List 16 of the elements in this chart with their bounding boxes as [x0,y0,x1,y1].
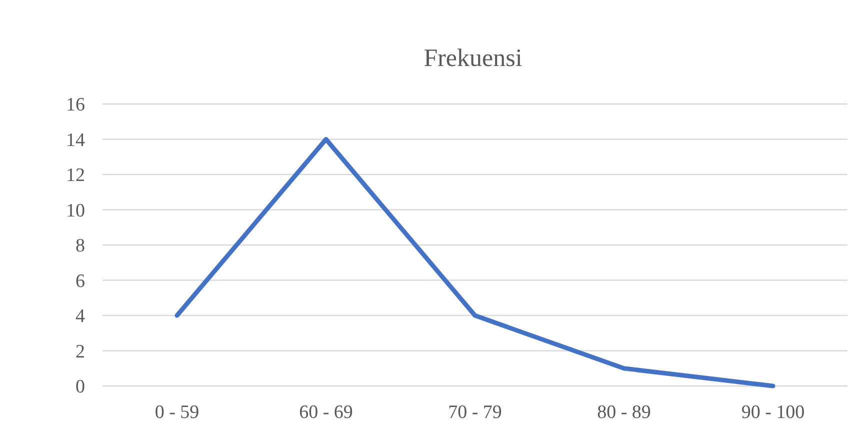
x-tick-label: 70 - 79 [448,402,502,423]
chart-title: Frekuensi [424,45,522,72]
y-tick-label: 0 [76,376,85,398]
y-tick-label: 10 [66,200,85,222]
y-tick-label: 8 [76,236,85,257]
y-tick-label: 4 [76,306,86,328]
y-tick-label: 14 [66,130,86,151]
x-tick-label: 60 - 69 [299,402,353,423]
x-tick-label: 80 - 89 [597,402,651,423]
y-tick-label: 2 [76,341,85,362]
y-tick-label: 12 [66,165,85,186]
y-tick-label: 16 [66,94,85,116]
line-series [174,137,776,388]
x-tick-label: 0 - 59 [154,402,200,423]
y-tick-label: 6 [76,270,85,292]
x-tick-label: 90 - 100 [741,402,805,423]
